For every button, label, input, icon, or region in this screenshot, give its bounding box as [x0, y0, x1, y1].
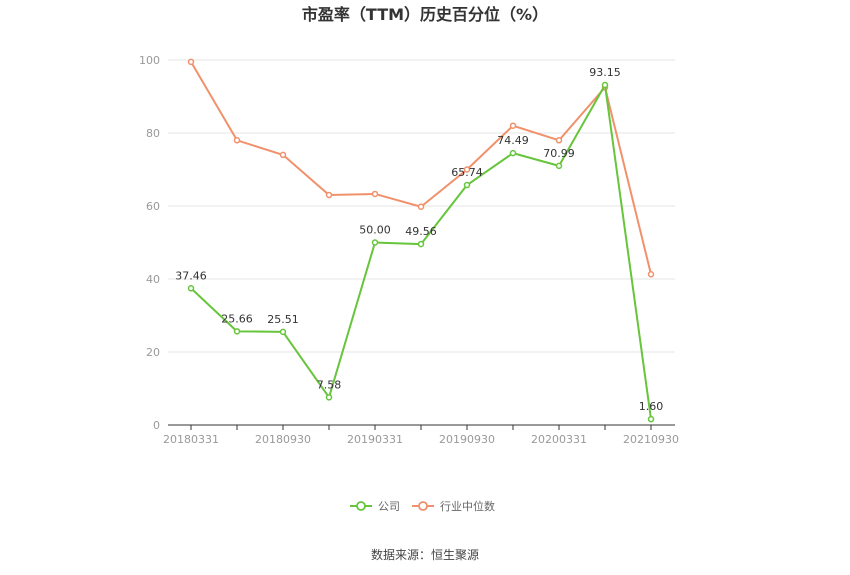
legend-label: 公司 [378, 500, 400, 513]
data-label: 25.66 [221, 312, 253, 325]
series-line-0 [190, 84, 652, 420]
data-point [417, 203, 425, 210]
data-point [279, 151, 287, 159]
data-point [187, 285, 195, 292]
chart-title: 市盈率（TTM）历史百分位（%） [302, 5, 548, 24]
data-point [233, 328, 241, 335]
series-layer [187, 58, 655, 423]
y-tick-label: 60 [146, 200, 160, 213]
x-tick-label: 20180930 [255, 433, 311, 446]
x-tick-label: 20190331 [347, 433, 403, 446]
data-point [463, 166, 471, 173]
data-label: 70.99 [543, 147, 575, 160]
y-tick-label: 40 [146, 273, 160, 286]
y-tick-label: 20 [146, 346, 160, 359]
data-label: 37.46 [175, 269, 207, 282]
data-point [325, 394, 333, 401]
y-tick-label: 80 [146, 127, 160, 140]
data-label: 1.60 [639, 400, 664, 413]
data-label: 50.00 [359, 224, 391, 237]
x-tick-label: 20210930 [623, 433, 679, 446]
x-tick-label: 20180331 [163, 433, 219, 446]
data-label: 25.51 [267, 313, 299, 326]
data-point [233, 137, 241, 144]
data-point [187, 58, 195, 66]
source-note: 数据来源：恒生聚源 [371, 547, 479, 562]
x-tick-label: 20190930 [439, 433, 495, 446]
data-point [463, 181, 471, 189]
data-label: 74.49 [497, 134, 529, 147]
legend-item: 公司 [350, 500, 400, 513]
data-point [509, 149, 517, 157]
legend-swatch-marker [356, 501, 366, 511]
data-label: 93.15 [589, 66, 621, 79]
data-point [325, 191, 333, 199]
data-point [279, 328, 287, 336]
x-tick-label: 20200331 [531, 433, 587, 446]
data-label: 7.58 [317, 378, 342, 391]
data-point [555, 137, 563, 144]
data-point [371, 190, 379, 198]
data-point [417, 240, 425, 248]
legend-item: 行业中位数 [412, 499, 495, 513]
legend-label: 行业中位数 [440, 499, 495, 513]
axes: 0 20 40 60 80 100 20180331 20180930 20190331 2019… [139, 54, 679, 446]
legend: 公司 行业中位数 [350, 499, 495, 513]
y-tick-label: 0 [153, 419, 160, 432]
data-point [555, 162, 563, 170]
data-point [647, 415, 655, 423]
legend-swatch-marker [418, 501, 428, 511]
data-point [371, 239, 379, 246]
data-labels: 37.46 25.66 25.51 7.58 50.00 49.56 65.74 74.49 7… [175, 66, 663, 413]
data-point [601, 81, 609, 89]
data-label: 65.74 [451, 166, 483, 179]
data-point [509, 122, 517, 129]
data-label: 49.56 [405, 225, 437, 238]
data-point [647, 271, 655, 278]
y-tick-label: 100 [139, 54, 160, 67]
